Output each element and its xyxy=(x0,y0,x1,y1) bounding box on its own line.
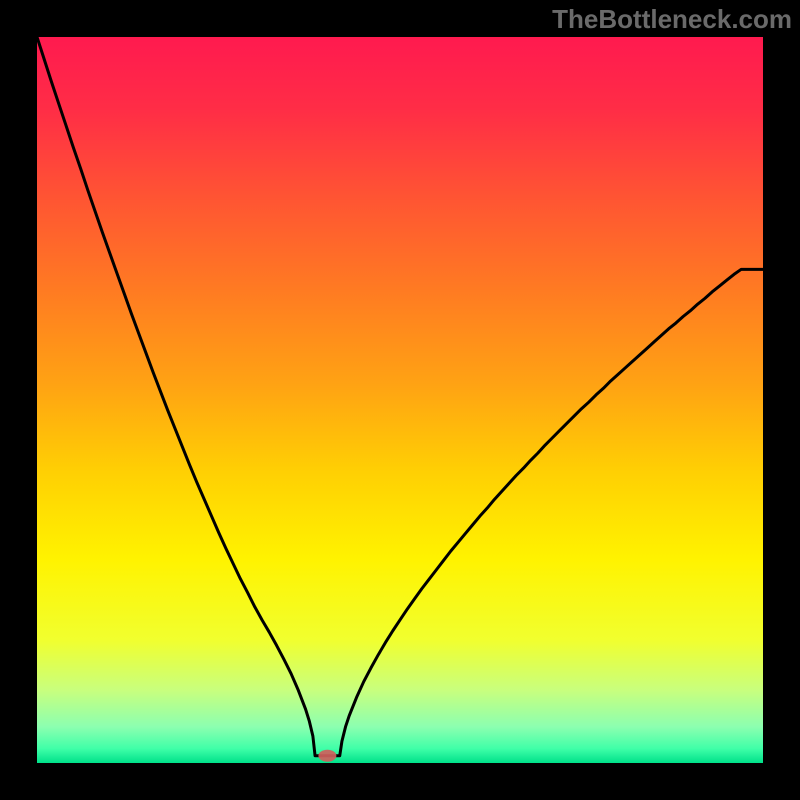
optimal-point-marker xyxy=(318,750,336,762)
bottleneck-curve-chart xyxy=(0,0,800,800)
watermark-text: TheBottleneck.com xyxy=(552,4,792,35)
chart-container: TheBottleneck.com xyxy=(0,0,800,800)
plot-background-gradient xyxy=(37,37,763,763)
